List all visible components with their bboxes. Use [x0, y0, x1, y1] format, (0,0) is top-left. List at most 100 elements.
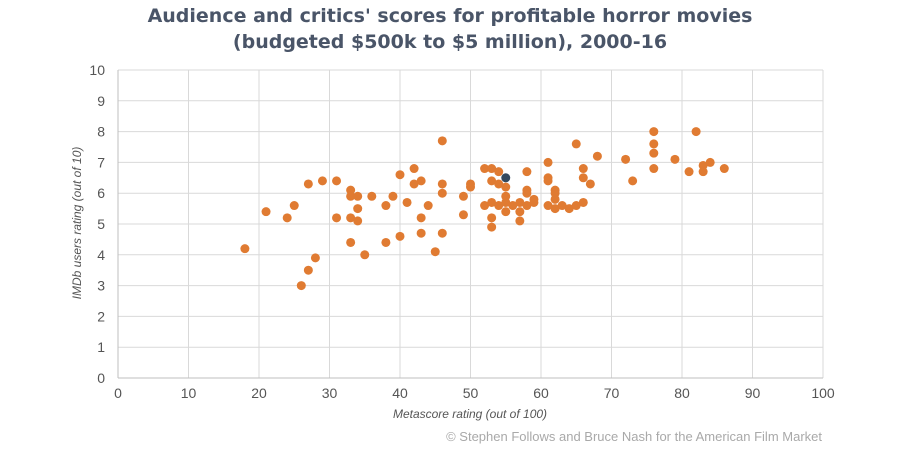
data-point — [670, 154, 680, 164]
y-tick-label: 5 — [97, 216, 105, 232]
data-point — [367, 191, 377, 201]
data-point — [346, 191, 356, 201]
x-tick-label: 60 — [533, 385, 549, 401]
x-tick-label: 50 — [463, 385, 479, 401]
data-point — [416, 213, 426, 223]
data-point — [684, 167, 694, 177]
data-point — [494, 201, 504, 211]
data-point — [494, 167, 504, 177]
data-point — [353, 216, 363, 226]
x-tick-label: 30 — [322, 385, 338, 401]
data-point — [437, 179, 447, 189]
data-point — [409, 164, 419, 174]
data-point — [543, 201, 553, 211]
data-point — [515, 216, 525, 226]
data-point — [494, 179, 504, 189]
data-point — [550, 188, 560, 198]
data-point — [649, 148, 659, 158]
data-point — [353, 191, 363, 201]
data-point — [332, 176, 342, 186]
data-point — [501, 207, 511, 217]
data-point — [578, 164, 588, 174]
data-point — [346, 185, 356, 195]
data-point — [529, 197, 539, 207]
data-points — [240, 127, 729, 291]
y-tick-label: 7 — [97, 154, 105, 170]
data-point — [416, 228, 426, 238]
data-point — [564, 204, 574, 214]
data-point — [550, 194, 560, 204]
y-tick-label: 2 — [97, 308, 105, 324]
y-tick-label: 8 — [97, 124, 105, 140]
data-point — [557, 201, 567, 211]
data-point — [698, 167, 708, 177]
data-point — [585, 179, 595, 189]
x-tick-label: 80 — [674, 385, 690, 401]
data-point — [458, 191, 468, 201]
chart-title-line-2: (budgeted $500k to $5 million), 2000-16 — [232, 31, 668, 53]
y-tick-label: 1 — [97, 339, 105, 355]
chart-title-line-1: Audience and critics' scores for profita… — [147, 5, 753, 27]
data-point — [487, 176, 497, 186]
data-point — [240, 244, 250, 254]
data-point — [430, 247, 440, 257]
y-tick-label: 10 — [89, 62, 105, 78]
x-tick-label: 90 — [745, 385, 761, 401]
data-point — [578, 197, 588, 207]
data-point — [303, 179, 313, 189]
x-tick-label: 20 — [251, 385, 267, 401]
data-point — [501, 191, 511, 201]
data-point — [515, 197, 525, 207]
axes — [117, 70, 823, 379]
data-point — [480, 201, 490, 211]
data-point — [649, 139, 659, 149]
data-point — [691, 127, 701, 137]
data-point — [515, 207, 525, 217]
data-point — [346, 237, 356, 247]
data-point — [360, 250, 370, 260]
tick-labels: 0 10 20 30 40 50 60 70 80 90 100 0 1 2 3 4 5 6 7 8 9 10 — [89, 62, 834, 401]
data-point — [522, 188, 532, 198]
data-point — [353, 204, 363, 214]
data-point — [487, 164, 497, 174]
data-point — [543, 176, 553, 186]
data-point — [395, 231, 405, 241]
data-point — [437, 136, 447, 146]
data-point — [395, 170, 405, 180]
data-point — [458, 210, 468, 220]
data-point — [480, 164, 490, 174]
data-point — [543, 157, 553, 167]
data-point — [571, 139, 581, 149]
copyright-credit: © Stephen Follows and Bruce Nash for the… — [446, 429, 822, 444]
data-point — [402, 197, 412, 207]
data-point — [310, 253, 320, 263]
data-point — [332, 213, 342, 223]
x-axis-label: Metascore rating (out of 100) — [393, 407, 547, 421]
data-point — [437, 228, 447, 238]
data-point — [550, 204, 560, 214]
grid-lines — [118, 69, 824, 378]
data-point — [621, 154, 631, 164]
data-point — [571, 201, 581, 211]
data-point — [649, 127, 659, 137]
data-point — [487, 213, 497, 223]
data-point — [719, 164, 729, 174]
data-point — [423, 201, 433, 211]
data-point — [388, 191, 398, 201]
x-tick-label: 0 — [114, 385, 122, 401]
x-tick-label: 70 — [604, 385, 620, 401]
data-point — [296, 281, 306, 291]
x-tick-label: 100 — [811, 385, 835, 401]
data-point — [466, 182, 475, 192]
data-point — [501, 182, 511, 192]
data-point — [282, 213, 292, 223]
data-point — [508, 201, 518, 211]
y-tick-label: 0 — [97, 370, 105, 386]
data-point — [487, 197, 497, 207]
y-tick-label: 3 — [97, 278, 105, 294]
highlighted-data-point — [501, 173, 511, 183]
data-point — [437, 188, 447, 198]
data-point — [628, 176, 638, 186]
x-tick-label: 10 — [181, 385, 197, 401]
